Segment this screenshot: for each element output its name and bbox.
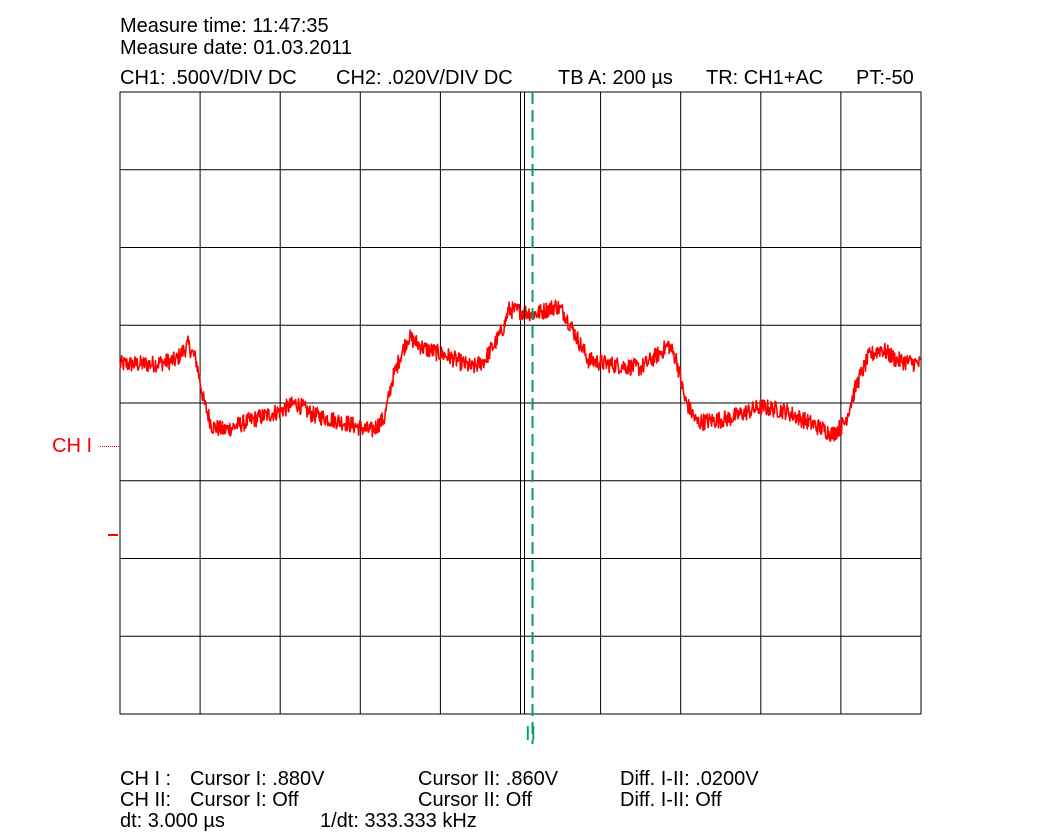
channel-label-dots <box>100 446 119 447</box>
ch1-trace <box>119 299 922 442</box>
cursor-marker-label: II <box>525 723 537 745</box>
readout-ch2-diff: Diff. I-II: Off <box>620 789 722 811</box>
readout-ch1-cursor1: Cursor I: .880V <box>190 768 325 790</box>
channel-label: CH I <box>52 435 92 457</box>
cursor-group <box>524 92 534 744</box>
readout-dt: dt: 3.000 µs <box>120 810 225 832</box>
readout-ch2-cursor2: Cursor II: Off <box>418 789 533 811</box>
trigger-setting: TR: CH1+AC <box>706 67 824 89</box>
measure-date: Measure date: 01.03.2011 <box>120 37 353 59</box>
ch2-setting: CH2: .020V/DIV DC <box>336 67 513 89</box>
pretrigger-setting: PT:-50 <box>856 67 914 89</box>
readout-ch1-diff: Diff. I-II: .0200V <box>620 768 759 790</box>
timebase-setting: TB A: 200 µs <box>558 67 673 89</box>
ground-marker <box>108 534 118 536</box>
readout-ch2-cursor1: Cursor I: Off <box>190 789 299 811</box>
trace-group <box>119 299 922 442</box>
plot-grid <box>119 91 922 715</box>
measure-time: Measure time: 11:47:35 <box>120 15 329 37</box>
readout-ch2-label: CH II: <box>120 789 172 811</box>
readout-ch1-label: CH I : <box>120 768 172 790</box>
readout-ch1-cursor2: Cursor II: .860V <box>418 768 559 790</box>
readout-inv-dt: 1/dt: 333.333 kHz <box>320 810 477 832</box>
ch1-setting: CH1: .500V/DIV DC <box>120 67 297 89</box>
